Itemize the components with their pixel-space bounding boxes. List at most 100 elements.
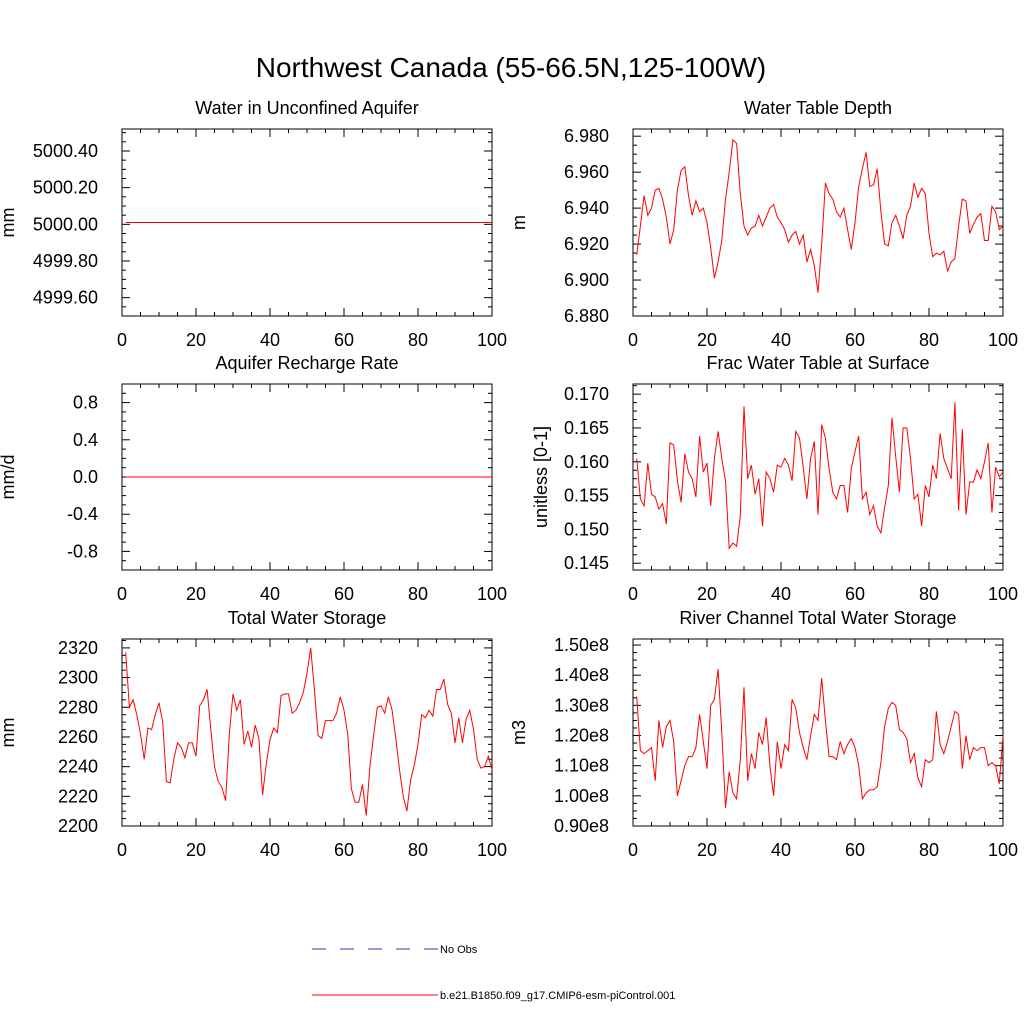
series-line	[636, 138, 1004, 293]
x-tick-label: 40	[260, 330, 280, 350]
x-tick-label: 0	[117, 584, 127, 604]
panel-title: Water Table Depth	[744, 98, 892, 118]
x-tick-label: 80	[919, 840, 939, 860]
x-tick-label: 20	[697, 330, 717, 350]
y-tick-label: 0.170	[564, 384, 609, 404]
y-tick-label: 6.900	[564, 270, 609, 290]
panel-2: Water Table Depth m 0 20 40 60 80 100 6.880 6.900…	[509, 98, 1018, 350]
x-tick-label: 40	[260, 584, 280, 604]
x-tick-label: 80	[408, 584, 428, 604]
y-tick-label: 1.00e8	[554, 786, 609, 806]
plot-frame	[632, 638, 1004, 827]
y-tick-label: 0.160	[564, 452, 609, 472]
x-tick-label: 40	[260, 840, 280, 860]
x-tick-label: 100	[988, 584, 1018, 604]
x-tick-label: 100	[988, 840, 1018, 860]
x-tick-label: 0	[628, 840, 638, 860]
y-tick-label: -0.8	[67, 541, 98, 561]
y-tick-label: 1.30e8	[554, 695, 609, 715]
x-tick-label: 80	[408, 330, 428, 350]
panel-title: River Channel Total Water Storage	[679, 608, 956, 628]
x-tick-label: 100	[477, 840, 507, 860]
y-tick-label: 2220	[58, 786, 98, 806]
legend: No Obs b.e21.B1850.f09_g17.CMIP6-esm-piC…	[312, 944, 675, 1002]
x-tick-label: 0	[628, 330, 638, 350]
series-line	[125, 647, 493, 816]
x-tick-label: 80	[919, 584, 939, 604]
x-tick-label: 0	[628, 584, 638, 604]
x-tick-label: 20	[186, 840, 206, 860]
x-tick-label: 60	[845, 584, 865, 604]
x-tick-label: 80	[919, 330, 939, 350]
panel-title: Aquifer Recharge Rate	[215, 353, 398, 373]
y-axis-label: m	[509, 215, 529, 230]
y-tick-label: 2320	[58, 638, 98, 658]
panel-title: Total Water Storage	[228, 608, 386, 628]
panel-6: River Channel Total Water Storage m3 0 20 40…	[509, 608, 1018, 860]
y-tick-label: 2300	[58, 668, 98, 688]
y-tick-label: 1.50e8	[554, 635, 609, 655]
x-tick-label: 100	[477, 584, 507, 604]
series-line	[636, 669, 1004, 808]
series-line	[636, 402, 1004, 550]
y-tick-label: 4999.80	[33, 251, 98, 271]
x-tick-label: 0	[117, 330, 127, 350]
y-tick-label: 0.8	[73, 393, 98, 413]
x-tick-label: 100	[477, 330, 507, 350]
y-tick-label: 6.880	[564, 306, 609, 326]
plot-frame	[632, 383, 1004, 571]
x-tick-label: 60	[845, 840, 865, 860]
panel-1: Water in Unconfined Aquifer mm 0 20 40 60 80 10…	[0, 98, 507, 350]
x-tick-label: 20	[697, 584, 717, 604]
y-tick-label: 5000.00	[33, 214, 98, 234]
panels: Water in Unconfined Aquifer mm 0 20 40 60 80 10…	[0, 98, 1018, 860]
x-tick-label: 60	[334, 584, 354, 604]
y-axis-label: mm	[0, 208, 18, 238]
y-tick-label: 0.4	[73, 430, 98, 450]
x-tick-label: 60	[334, 330, 354, 350]
y-tick-label: 6.920	[564, 234, 609, 254]
y-tick-label: 5000.20	[33, 178, 98, 198]
x-tick-label: 20	[697, 840, 717, 860]
y-tick-label: 5000.40	[33, 141, 98, 161]
y-tick-label: 2200	[58, 816, 98, 836]
panel-3: Aquifer Recharge Rate mm/d 0 20 40 60 80 100 -0.…	[0, 353, 507, 604]
y-axis-label: m3	[509, 720, 529, 745]
y-tick-label: 0.165	[564, 418, 609, 438]
main-title: Northwest Canada (55-66.5N,125-100W)	[256, 52, 766, 83]
y-tick-label: 6.980	[564, 126, 609, 146]
x-tick-label: 40	[771, 840, 791, 860]
panel-5: Total Water Storage mm 0 20 40 60 80 100 2200 222…	[0, 608, 507, 860]
y-tick-label: -0.4	[67, 504, 98, 524]
x-tick-label: 80	[408, 840, 428, 860]
x-tick-label: 100	[988, 330, 1018, 350]
y-tick-label: 1.40e8	[554, 665, 609, 685]
x-tick-label: 40	[771, 584, 791, 604]
panel-title: Frac Water Table at Surface	[706, 353, 929, 373]
x-tick-label: 0	[117, 840, 127, 860]
panel-title: Water in Unconfined Aquifer	[195, 98, 418, 118]
x-tick-label: 60	[334, 840, 354, 860]
y-tick-label: 1.10e8	[554, 756, 609, 776]
x-tick-label: 20	[186, 330, 206, 350]
x-tick-label: 40	[771, 330, 791, 350]
panel-4: Frac Water Table at Surface unitless [0-1…	[531, 353, 1018, 604]
y-tick-label: 2240	[58, 757, 98, 777]
y-axis-label: mm/d	[0, 455, 18, 500]
y-axis-label: unitless [0-1]	[531, 426, 551, 528]
y-tick-label: 0.0	[73, 467, 98, 487]
y-tick-label: 0.155	[564, 486, 609, 506]
legend-obs-label: No Obs	[440, 944, 478, 956]
y-tick-label: 6.940	[564, 198, 609, 218]
x-tick-label: 20	[186, 584, 206, 604]
y-tick-label: 2280	[58, 697, 98, 717]
plot-frame	[121, 638, 493, 827]
y-tick-label: 6.960	[564, 162, 609, 182]
y-tick-label: 0.150	[564, 519, 609, 539]
legend-model-label: b.e21.B1850.f09_g17.CMIP6-esm-piControl.…	[440, 990, 675, 1002]
y-axis-label: mm	[0, 718, 18, 748]
y-tick-label: 2260	[58, 727, 98, 747]
y-tick-label: 0.90e8	[554, 816, 609, 836]
y-tick-label: 4999.60	[33, 288, 98, 308]
